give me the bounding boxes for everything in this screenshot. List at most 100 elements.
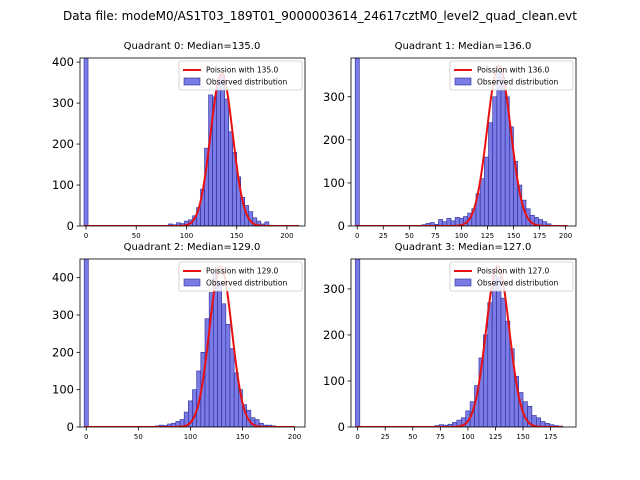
panel-marks: 0 50 100 150 200 0 100 200 300 400 Poission with 1… bbox=[52, 55, 306, 240]
y-tick-label: 300 bbox=[323, 90, 345, 104]
legend-box bbox=[178, 261, 303, 292]
y-tick-label: 300 bbox=[52, 308, 74, 322]
x-tick-label: 0 bbox=[355, 433, 359, 441]
histogram-bar bbox=[216, 78, 221, 226]
legend-box bbox=[449, 261, 574, 292]
x-tick-label: 50 bbox=[132, 232, 141, 240]
y-tick-label: 100 bbox=[323, 176, 345, 190]
axes-frame bbox=[350, 57, 577, 227]
y-tick-label: 400 bbox=[52, 271, 74, 285]
x-tick-label: 100 bbox=[455, 232, 468, 240]
legend: Poission with 127.0 Observed distribution bbox=[449, 261, 574, 292]
x-tick-label: 125 bbox=[481, 232, 494, 240]
histogram-bar bbox=[229, 348, 235, 427]
x-tick-label: 50 bbox=[405, 232, 414, 240]
x-tick-label: 0 bbox=[84, 433, 88, 441]
legend-observed-swatch bbox=[454, 278, 472, 287]
x-tick-label: 100 bbox=[184, 433, 197, 441]
panel-marks: 0 50 100 150 200 0 100 200 300 400 Poission with 1… bbox=[52, 258, 306, 441]
panel-title: Quadrant 1: Median=136.0 bbox=[395, 41, 532, 52]
legend-observed-swatch bbox=[183, 77, 201, 86]
histogram-bar bbox=[225, 324, 231, 427]
y-tick-label: 400 bbox=[52, 55, 74, 69]
y-tick-label: 0 bbox=[338, 219, 345, 233]
axes-frame bbox=[350, 258, 577, 428]
x-tick-label: 25 bbox=[379, 232, 388, 240]
panel-quadrant-1: Quadrant 1: Median=136.0 0 25 50 75 100 125 15… bbox=[323, 41, 577, 240]
panel-marks: 0 25 50 75 100 125 150 175 0 100 200 300 Poission wi… bbox=[323, 258, 577, 441]
y-tick-label: 100 bbox=[52, 178, 74, 192]
y-tick-label: 200 bbox=[52, 345, 74, 359]
axes-frame bbox=[79, 57, 306, 227]
legend-observed-label: Observed distribution bbox=[206, 78, 287, 87]
histogram-bar bbox=[83, 259, 89, 427]
legend: Poission with 129.0 Observed distribution bbox=[178, 261, 303, 292]
histogram-bar bbox=[500, 77, 506, 226]
poisson-fit-line bbox=[355, 264, 562, 427]
histogram-bar bbox=[220, 74, 225, 226]
legend-fit-label: Poission with 136.0 bbox=[477, 66, 550, 75]
x-tick-label: 150 bbox=[230, 232, 243, 240]
y-tick-label: 300 bbox=[323, 282, 345, 296]
y-tick-label: 0 bbox=[67, 420, 74, 434]
histogram-bar bbox=[217, 281, 222, 427]
histogram-bar bbox=[446, 217, 452, 226]
histogram-bar bbox=[500, 297, 506, 427]
legend-fit-label: Poission with 135.0 bbox=[206, 66, 279, 75]
panel-quadrant-3: Quadrant 3: Median=127.0 0 25 50 75 100 125 15… bbox=[323, 242, 577, 441]
x-tick-label: 175 bbox=[533, 232, 546, 240]
histogram-bar bbox=[488, 122, 493, 226]
y-tick-label: 200 bbox=[323, 133, 345, 147]
histogram-bar bbox=[228, 131, 233, 226]
histogram-bar bbox=[221, 303, 227, 427]
poisson-fit-line bbox=[355, 64, 568, 226]
histogram-bar bbox=[256, 220, 262, 226]
x-tick-label: 125 bbox=[489, 433, 502, 441]
x-tick-label: 100 bbox=[461, 433, 474, 441]
plot-area bbox=[355, 259, 564, 427]
plot-area bbox=[354, 58, 568, 226]
panel-title: Quadrant 3: Median=127.0 bbox=[395, 242, 532, 253]
y-tick-label: 300 bbox=[52, 96, 74, 110]
panel-quadrant-0: Quadrant 0: Median=135.0 0 50 100 150 200 0 10… bbox=[52, 41, 306, 240]
legend-observed-swatch bbox=[454, 77, 472, 86]
legend: Poission with 135.0 Observed distribution bbox=[178, 60, 303, 91]
y-tick-label: 100 bbox=[323, 374, 345, 388]
x-tick-label: 50 bbox=[408, 433, 417, 441]
x-tick-label: 25 bbox=[381, 433, 390, 441]
legend-fit-label: Poission with 129.0 bbox=[206, 267, 279, 276]
histogram-bar bbox=[496, 70, 502, 226]
x-tick-label: 200 bbox=[559, 232, 572, 240]
figure-suptitle: Data file: modeM0/AS1T03_189T01_90000036… bbox=[63, 9, 577, 23]
histogram-bar bbox=[505, 320, 511, 427]
legend-observed-label: Observed distribution bbox=[477, 279, 558, 288]
panel-quadrant-2: Quadrant 2: Median=129.0 0 50 100 150 200 0 10… bbox=[52, 242, 306, 441]
histogram-bar bbox=[479, 178, 485, 226]
y-tick-label: 0 bbox=[338, 420, 345, 434]
histogram-bar bbox=[546, 223, 552, 226]
x-tick-label: 175 bbox=[544, 433, 557, 441]
legend-fit-label: Poission with 127.0 bbox=[477, 267, 550, 276]
legend: Poission with 136.0 Observed distribution bbox=[449, 60, 574, 91]
y-tick-label: 200 bbox=[323, 328, 345, 342]
histogram-bar bbox=[491, 274, 497, 427]
plot-area bbox=[83, 58, 299, 226]
x-tick-label: 0 bbox=[84, 232, 88, 240]
histogram-bar bbox=[355, 259, 361, 427]
x-tick-label: 150 bbox=[516, 433, 529, 441]
plot-area bbox=[83, 259, 295, 427]
panel-title: Quadrant 0: Median=135.0 bbox=[124, 41, 261, 52]
x-tick-label: 200 bbox=[280, 232, 293, 240]
x-tick-label: 0 bbox=[355, 232, 359, 240]
legend-observed-swatch bbox=[183, 278, 201, 287]
x-tick-label: 150 bbox=[507, 232, 520, 240]
axes-frame bbox=[79, 258, 306, 428]
panel-title: Quadrant 2: Median=129.0 bbox=[124, 242, 261, 253]
y-tick-label: 200 bbox=[52, 137, 74, 151]
histogram-bar bbox=[83, 58, 89, 226]
x-tick-label: 75 bbox=[436, 433, 445, 441]
x-tick-label: 50 bbox=[134, 433, 143, 441]
legend-observed-label: Observed distribution bbox=[477, 78, 558, 87]
histogram-bar bbox=[487, 302, 493, 427]
